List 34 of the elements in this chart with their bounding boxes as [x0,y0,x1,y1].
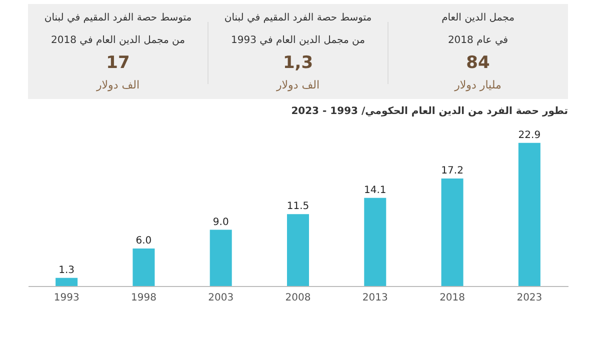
x-tick-label: 2008 [285,292,311,304]
x-tick-label: 2023 [516,292,542,304]
bar [56,278,78,286]
text: متوسط حصة الفرد المقيم في لبنان [224,12,372,24]
data-label: 14.1 [364,184,386,196]
data-label: 1.3 [58,264,75,276]
data-label: 11.5 [286,201,310,212]
text: 17 [106,52,130,73]
x-tick-label: 1998 [130,292,156,304]
bar [287,214,309,286]
data-label: 22.9 [518,130,541,141]
data-label: 17.2 [441,166,464,176]
bar [210,230,232,286]
text: في عام 2018 [448,35,508,46]
x-tick-label: 2018 [440,292,466,304]
text: مليار دولار [454,78,502,92]
data-label: 6.0 [136,236,152,246]
chart-title: تطور حصة الفرد من الدين العام الحكومي/ 1993 - 2023 [291,106,568,117]
text: مجمل الدين العام [442,12,514,24]
text: من مجمل الدين العام في 2018 [51,35,185,46]
bar [518,142,540,286]
text: الف دولار [275,78,320,92]
x-tick-label: 2003 [208,292,234,304]
text: 84 [466,52,490,73]
bar [441,178,464,286]
text: 1,3 [282,52,314,73]
x-tick-label: 1993 [54,292,80,304]
bar [132,248,155,286]
bar [364,198,386,286]
text: من مجمل الدين العام في 1993 [231,35,365,46]
data-label: 9.0 [212,216,229,228]
x-tick-label: 2013 [362,292,388,304]
text: متوسط حصة الفرد المقيم في لبنان [44,12,192,24]
text: الف دولار [95,78,140,92]
